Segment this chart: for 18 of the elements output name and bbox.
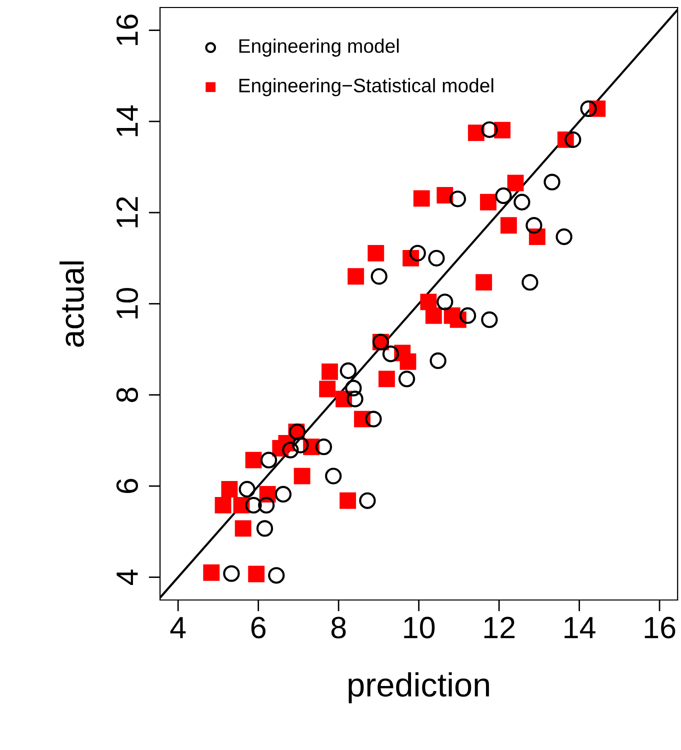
x-tick-label: 12 <box>484 616 515 638</box>
x-tick-label: 4 <box>170 617 186 638</box>
x-tick-label: 14 <box>564 617 596 638</box>
x-tick-label: 8 <box>331 616 346 638</box>
legend-label: Engineering−Statistical model <box>239 78 494 96</box>
y-tick-label: 16 <box>116 14 138 45</box>
y-tick-label: 4 <box>116 570 138 586</box>
x-tick-label: 10 <box>404 616 435 638</box>
y-tick-label: 6 <box>116 478 138 493</box>
y-tick-label: 8 <box>116 388 138 402</box>
y-tick-label: 14 <box>116 105 138 136</box>
y-tick-label: 10 <box>116 288 138 318</box>
x-tick-label: 16 <box>644 616 676 638</box>
legend-label: Engineering model <box>239 38 399 57</box>
y-tick-label: 12 <box>116 197 138 228</box>
x-axis-title: prediction <box>348 672 489 704</box>
y-axis-title: actual <box>60 262 84 347</box>
x-tick-label: 6 <box>251 616 266 638</box>
